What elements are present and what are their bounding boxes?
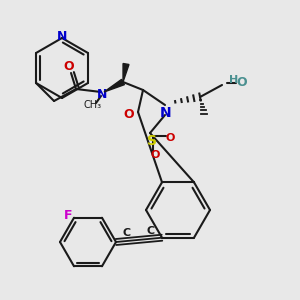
Text: O: O [150, 150, 160, 160]
Text: S: S [147, 134, 157, 148]
Text: H: H [230, 75, 238, 85]
Text: O: O [237, 76, 247, 89]
Text: O: O [124, 109, 134, 122]
Text: N: N [97, 88, 107, 100]
Text: CH₃: CH₃ [84, 100, 102, 110]
Text: C: C [123, 228, 131, 238]
Text: C: C [147, 226, 155, 236]
Text: N: N [57, 31, 67, 44]
Text: N: N [160, 106, 172, 120]
Polygon shape [104, 79, 124, 92]
Text: F: F [64, 209, 72, 222]
Text: O: O [64, 59, 74, 73]
Polygon shape [123, 64, 129, 82]
Text: O: O [165, 133, 175, 143]
